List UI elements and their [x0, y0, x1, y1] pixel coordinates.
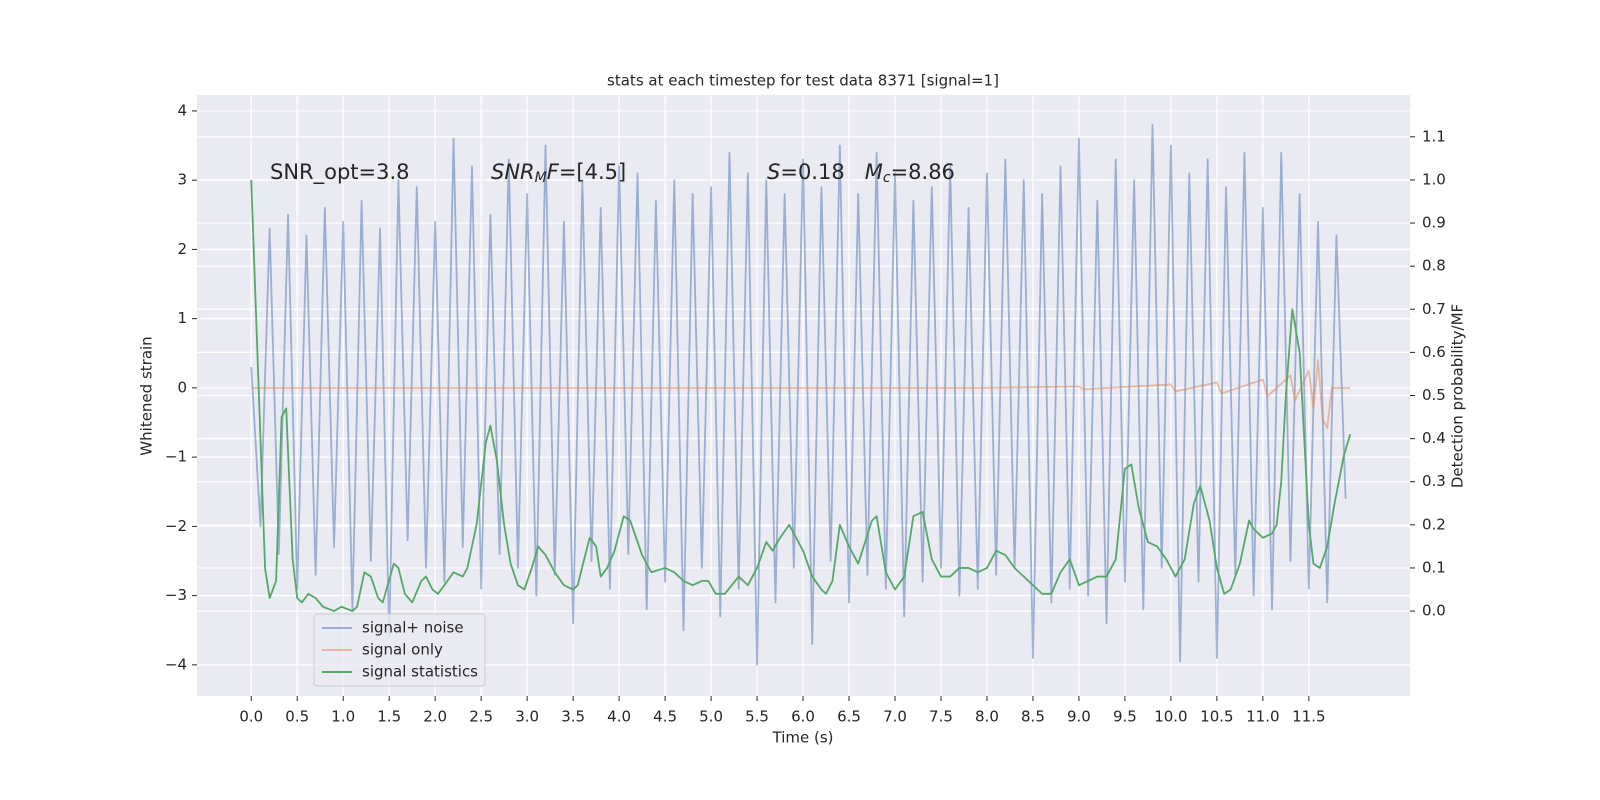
- x-tick-label: 10.5: [1200, 708, 1233, 726]
- x-tick-label: 6.5: [837, 708, 861, 726]
- annotation-part: c: [883, 170, 891, 186]
- annotation-part: S: [767, 160, 780, 184]
- y2-tick-label: 0.7: [1422, 300, 1446, 318]
- y2-axis-label: Detection probability/MF: [1449, 304, 1467, 488]
- y2-tick-label: 0.5: [1422, 386, 1446, 404]
- x-tick-label: 0.5: [285, 708, 309, 726]
- y-tick-label: 4: [177, 101, 187, 119]
- annotation-part: M: [865, 160, 883, 184]
- x-tick-label: 3.5: [561, 708, 585, 726]
- x-tick-label: 2.5: [469, 708, 493, 726]
- legend-label: signal+ noise: [362, 619, 464, 637]
- x-tick-label: 1.5: [377, 708, 401, 726]
- y2-tick-label: 0.1: [1422, 558, 1446, 576]
- x-tick-label: 9.5: [1113, 708, 1137, 726]
- y2-tick-label: 1.0: [1422, 170, 1446, 188]
- y-tick-label: −4: [165, 655, 187, 673]
- y2-tick-label: 0.6: [1422, 343, 1446, 361]
- annotation-part: =8.86: [891, 160, 955, 184]
- annotation: S=0.18 Mc=8.86: [767, 160, 955, 186]
- x-tick-label: 5.0: [699, 708, 723, 726]
- annotation-part: M: [535, 170, 547, 186]
- y2-tick-label: 0.2: [1422, 515, 1446, 533]
- y2-tick-label: 1.1: [1422, 127, 1446, 145]
- y2-tick-label: 0.9: [1422, 214, 1446, 232]
- series-line: [251, 359, 1351, 429]
- annotation-part: =0.18: [780, 160, 864, 184]
- legend-box: [313, 613, 486, 687]
- series-line: [250, 179, 1352, 612]
- y-tick-label: 3: [177, 171, 187, 189]
- y2-tick-label: 0.4: [1422, 429, 1446, 447]
- x-tick-label: 7.0: [883, 708, 907, 726]
- x-tick-label: 8.5: [1021, 708, 1045, 726]
- x-tick-label: 4.0: [607, 708, 631, 726]
- y-tick-label: −3: [165, 586, 187, 604]
- annotation-part: SNR: [491, 160, 535, 184]
- x-tick-label: 3.0: [515, 708, 539, 726]
- y2-tick-label: 0.3: [1422, 472, 1446, 490]
- y-tick-label: 2: [177, 240, 187, 258]
- chart-title: stats at each timestep for test data 837…: [607, 72, 999, 90]
- x-tick-label: 7.5: [929, 708, 953, 726]
- y-tick-label: −2: [165, 517, 187, 535]
- y-tick-label: 0: [177, 378, 187, 396]
- y-tick-label: −1: [165, 448, 187, 466]
- legend-label: signal statistics: [362, 663, 478, 681]
- plot-series: [250, 123, 1352, 666]
- x-tick-label: 10.0: [1154, 708, 1187, 726]
- annotation-part: SNR_opt=3.8: [270, 160, 410, 185]
- y2-tick-label: 0.0: [1422, 602, 1446, 620]
- series-line: [250, 123, 1347, 666]
- x-tick-label: 4.5: [653, 708, 677, 726]
- x-tick-label: 6.0: [791, 708, 815, 726]
- annotation: SNRMF=[4.5]: [491, 160, 626, 186]
- annotation-part: =[4.5]: [559, 160, 626, 184]
- x-tick-label: 5.5: [745, 708, 769, 726]
- x-tick-label: 2.0: [423, 708, 447, 726]
- x-tick-label: 11.5: [1292, 708, 1325, 726]
- x-tick-label: 9.0: [1067, 708, 1091, 726]
- x-tick-label: 8.0: [975, 708, 999, 726]
- x-tick-label: 0.0: [239, 708, 263, 726]
- y-tick-label: 1: [177, 309, 187, 327]
- annotation: SNR_opt=3.8: [270, 160, 410, 185]
- y-axis-label: Whitened strain: [138, 336, 156, 455]
- x-axis-label: Time (s): [772, 729, 834, 747]
- x-tick-label: 1.0: [331, 708, 355, 726]
- x-tick-label: 11.0: [1246, 708, 1279, 726]
- annotation-part: F: [547, 160, 560, 184]
- y2-tick-label: 0.8: [1422, 257, 1446, 275]
- legend-label: signal only: [362, 641, 443, 659]
